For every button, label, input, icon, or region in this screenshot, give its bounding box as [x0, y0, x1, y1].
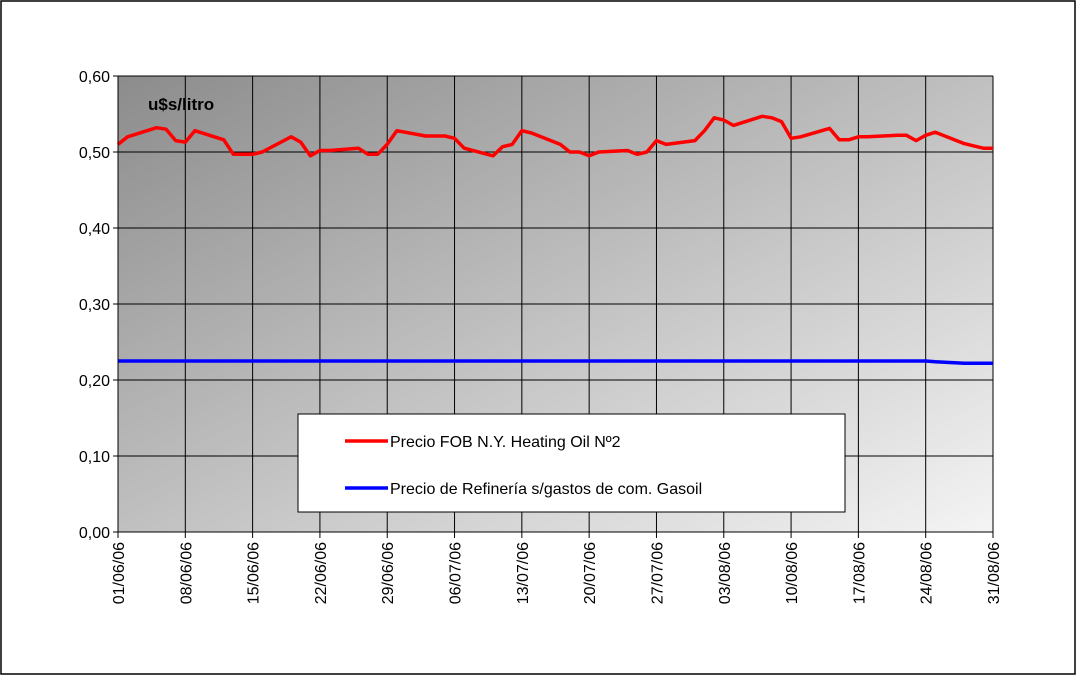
y-tick-label: 0,10	[79, 449, 110, 466]
x-tick-label: 03/08/06	[717, 542, 734, 604]
y-tick-label: 0,60	[79, 69, 110, 86]
y-tick-label: 0,50	[79, 145, 110, 162]
x-tick-label: 10/08/06	[784, 542, 801, 604]
x-tick-label: 06/07/06	[448, 542, 465, 604]
x-tick-label: 20/07/06	[582, 542, 599, 604]
x-tick-label: 13/07/06	[515, 542, 532, 604]
x-tick-label: 08/06/06	[178, 542, 195, 604]
x-tick-label: 31/08/06	[986, 542, 1003, 604]
chart-title: u$s/litro	[148, 95, 214, 114]
x-tick-label: 15/06/06	[246, 542, 263, 604]
x-tick-label: 27/07/06	[649, 542, 666, 604]
x-tick-label: 01/06/06	[111, 542, 128, 604]
legend-label: Precio FOB N.Y. Heating Oil Nº2	[390, 434, 621, 451]
x-tick-label: 24/08/06	[919, 542, 936, 604]
series-line	[118, 359, 993, 366]
x-tick-label: 17/08/06	[851, 542, 868, 604]
legend	[297, 413, 846, 513]
y-tick-label: 0,30	[79, 297, 110, 314]
y-tick-label: 0,00	[79, 525, 110, 542]
x-tick-label: 22/06/06	[313, 542, 330, 604]
series-line	[116, 114, 993, 158]
x-tick-label: 29/06/06	[380, 542, 397, 604]
y-tick-label: 0,20	[79, 373, 110, 390]
y-tick-label: 0,40	[79, 221, 110, 238]
legend-label: Precio de Refinería s/gastos de com. Gas…	[390, 481, 702, 498]
